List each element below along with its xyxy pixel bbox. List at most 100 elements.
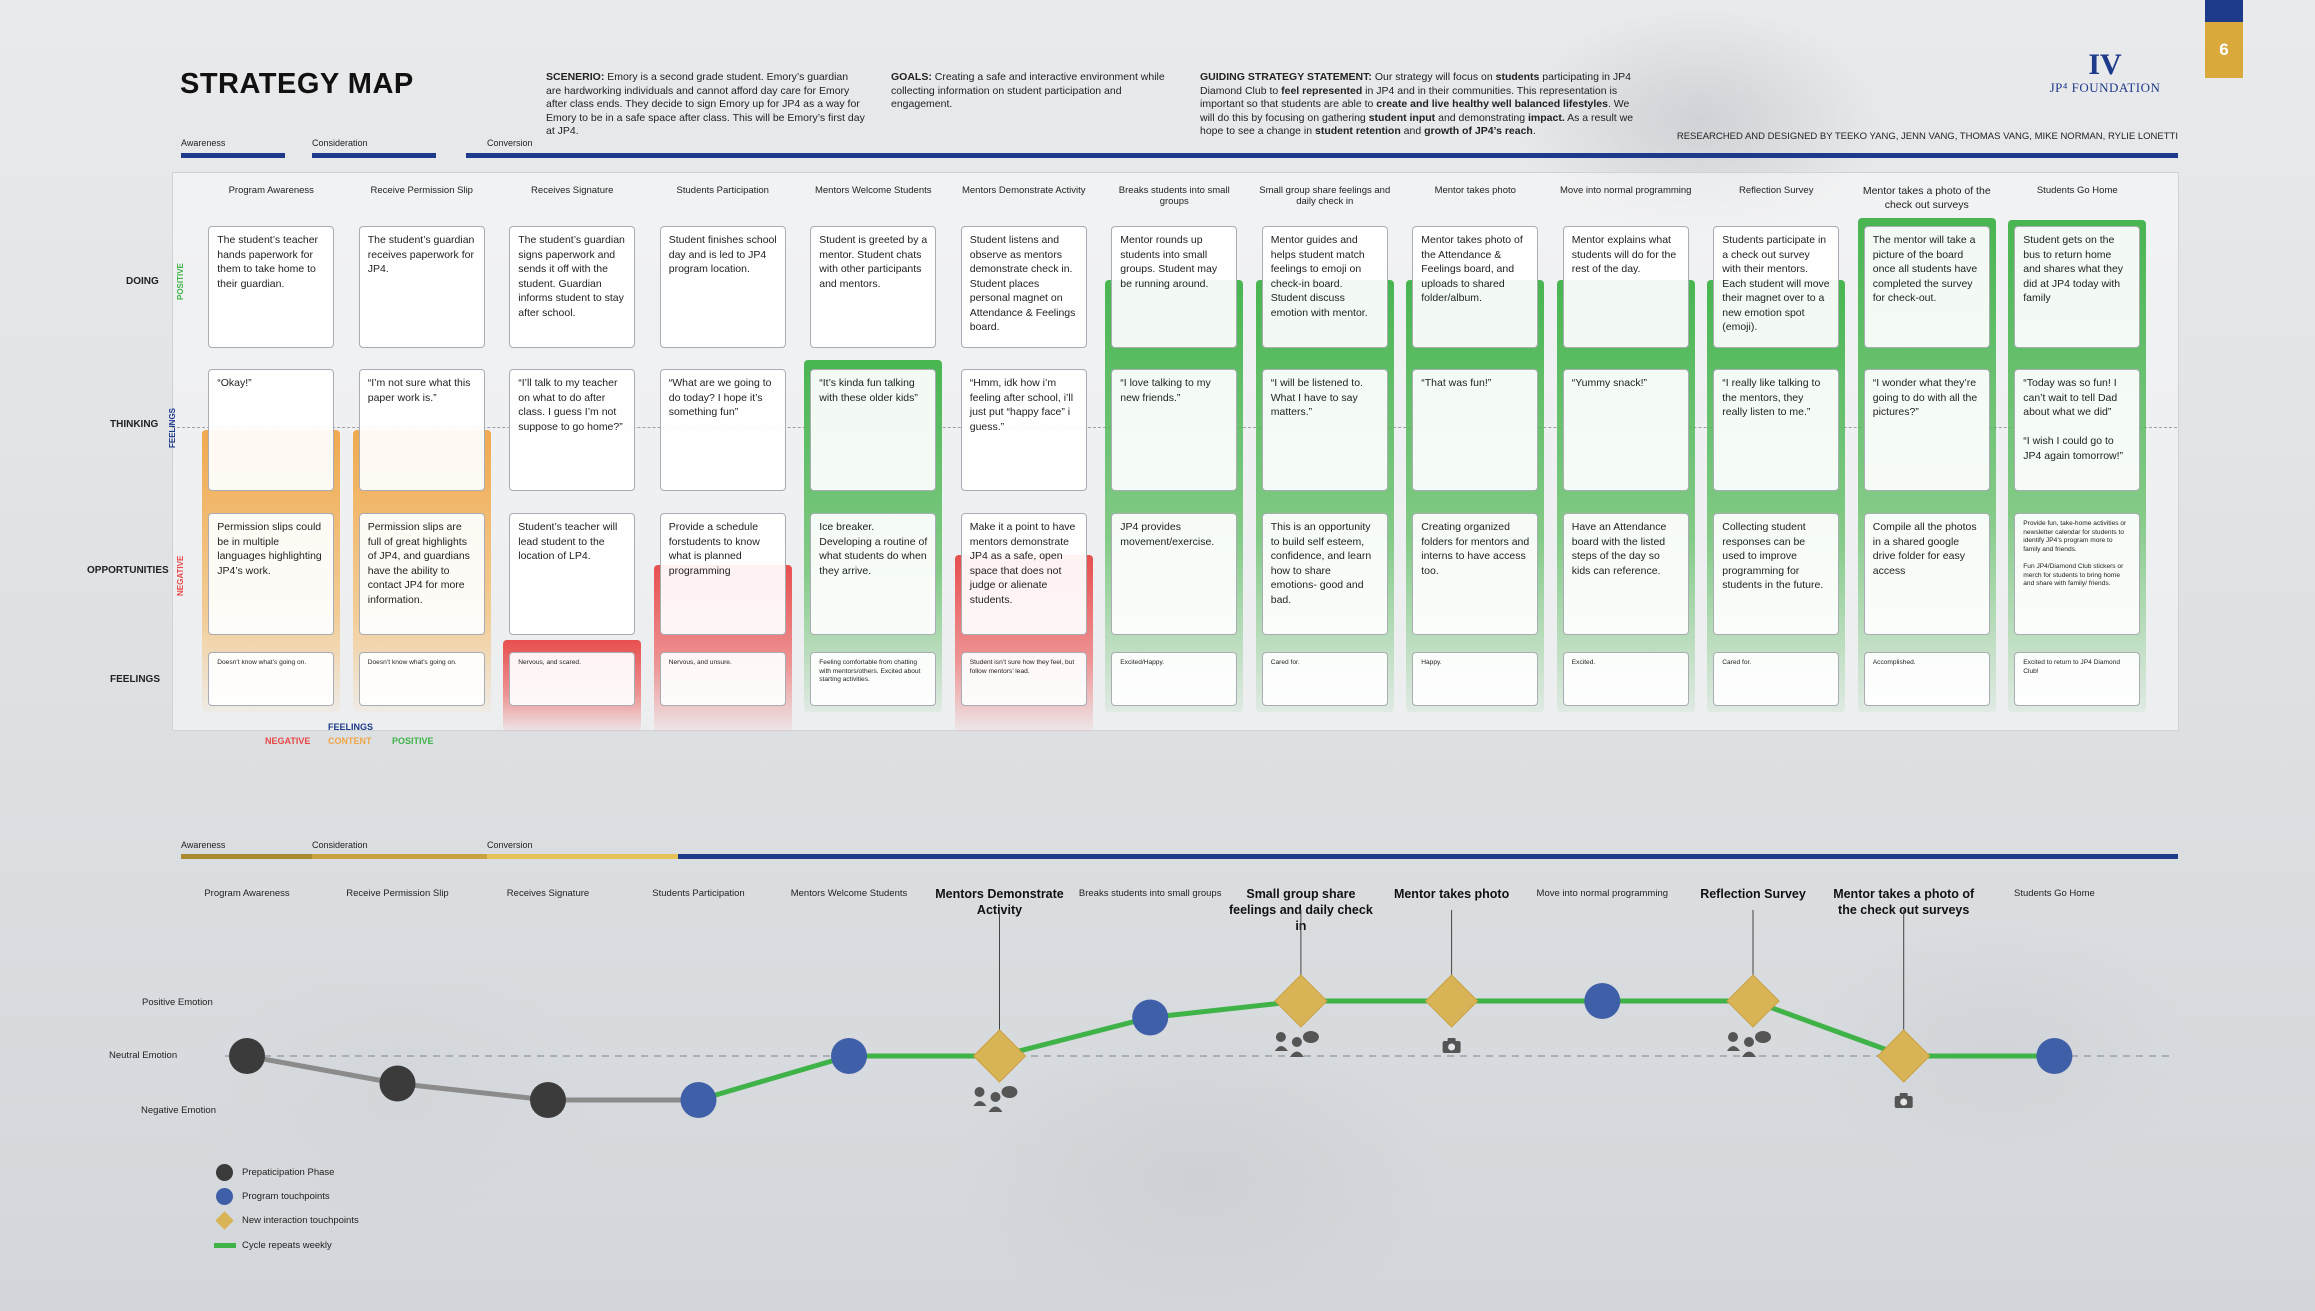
row-label-thinking: THINKING (110, 419, 159, 430)
stage-label: Breaks students into small groups (1078, 888, 1222, 899)
card-doing: The student’s guardian signs paperwork a… (509, 226, 636, 348)
journey-segment (697, 1053, 850, 1103)
feeling-highlight-positive (1556, 280, 1695, 712)
card-thinking: “I’ll talk to my teacher on what to do a… (509, 369, 636, 491)
legend-negative: NEGATIVE (265, 736, 311, 746)
card-opportunities: Make it a point to have mentors demonstr… (960, 513, 1087, 635)
row-label-doing: DOING (126, 276, 159, 287)
strategy-emphasis: feel represented (1281, 84, 1363, 97)
column-header: Mentors Welcome Students (814, 185, 932, 196)
feeling-highlight-positive (1406, 280, 1545, 712)
card-feelings: Doesn’t know what’s going on. (208, 652, 335, 706)
card-opportunities: Collecting student responses can be used… (1713, 513, 1840, 635)
card-doing: Student listens and observe as mentors d… (960, 226, 1087, 348)
legend-program-dot (216, 1188, 233, 1205)
feeling-highlight-positive (1255, 280, 1394, 712)
page-tab-accent (2205, 0, 2243, 22)
card-opportunities: Ice breaker. Developing a routine of wha… (810, 513, 937, 635)
column-header: Students Participation (676, 185, 769, 196)
prep-phase-dot (530, 1082, 566, 1118)
strategy-segment: . (1532, 125, 1536, 137)
credits: RESEARCHED AND DESIGNED BY TEEKO YANG, J… (1676, 131, 2178, 142)
card-thinking: “Today was so fun! I can’t wait to tell … (2014, 369, 2141, 491)
card-opportunities: Creating organized folders for mentors a… (1412, 513, 1539, 635)
legend-positive: POSITIVE (392, 736, 434, 746)
strategy-emphasis: student retention (1315, 125, 1401, 137)
card-doing: Mentor explains what students will do fo… (1562, 226, 1689, 348)
stage-label: Mentor takes photo (1393, 887, 1510, 901)
strategy-segment: participating in JP4 Diamond Club to (1200, 71, 1632, 97)
row-label-opportunities: OPPORTUNITIES (87, 565, 169, 576)
bottom-phase-conversion-gold-bar (487, 854, 678, 859)
jp4-foundation-logo: IV JP⁴ FOUNDATION (2030, 50, 2180, 96)
legend-cycle-line (214, 1243, 236, 1248)
journey-segment (1149, 998, 1302, 1020)
journey-segment (246, 1053, 398, 1086)
strategy-segment: and (1400, 125, 1425, 137)
card-feelings: Doesn’t know what’s going on. (358, 652, 485, 706)
new-touchpoint-diamond (1726, 974, 1780, 1028)
strategy-emphasis: create and live healthy well balanced li… (1376, 98, 1608, 110)
card-opportunities: This is an opportunity to build self est… (1261, 513, 1388, 635)
card-doing: The student’s teacher hands paperwork fo… (208, 226, 335, 348)
column-header: Small group share feelings and daily che… (1259, 185, 1391, 207)
people-chat-icon (1274, 1031, 1319, 1057)
card-feelings: Feeling comfortable from chatting with m… (810, 652, 937, 706)
phase-conversion-label: Conversion (487, 138, 533, 148)
card-opportunities: Student’s teacher will lead student to t… (509, 513, 636, 635)
scenario-label: SCENERIO: (546, 71, 605, 83)
row-label-feelings: FEELINGS (110, 674, 161, 685)
card-doing: Student finishes school day and is led t… (659, 226, 786, 348)
column-header: Move into normal programming (1560, 185, 1692, 196)
people-chat-icon (1727, 1031, 1771, 1057)
logo-text: JP⁴ FOUNDATION (2049, 80, 2161, 95)
card-feelings: Happy. (1412, 652, 1539, 706)
column-header: Reflection Survey (1739, 185, 1814, 196)
new-touchpoint-diamond (1424, 974, 1479, 1028)
card-opportunities: JP4 provides movement/exercise. (1111, 513, 1238, 635)
card-doing: Student gets on the bus to return home a… (2014, 226, 2141, 348)
goals-text: Creating a safe and interactive environm… (891, 71, 1165, 110)
bottom-phase-awareness-label: Awareness (181, 840, 226, 850)
strategy-emphasis: growth of JP4’s reach (1424, 125, 1533, 137)
legend-prep-dot (216, 1164, 233, 1181)
stage-label: Move into normal programming (1536, 888, 1669, 899)
card-feelings: Nervous, and scared. (509, 652, 636, 706)
stage-label: Students Go Home (2013, 888, 2095, 899)
phase-consideration-bar (312, 153, 436, 158)
card-feelings: Cared for. (1261, 652, 1388, 706)
journey-segment (1752, 998, 1905, 1059)
legend-new-label: New interaction touchpoints (242, 1215, 359, 1226)
prep-phase-dot (379, 1065, 416, 1102)
strategy-segment: . We will do this by focusing on gatheri… (1200, 98, 1630, 124)
bottom-phase-consideration-label: Consideration (312, 840, 368, 850)
card-opportunities: Provide a schedule forstudents to know w… (659, 513, 786, 635)
program-touchpoint-dot (1584, 983, 1621, 1019)
journey-segment (397, 1081, 549, 1103)
card-thinking: “I love talking to my new friends.” (1111, 369, 1238, 491)
card-feelings: Cared for. (1713, 652, 1840, 706)
scenario-text: Emory is a second grade student. Emory’s… (546, 71, 865, 137)
phase-awareness-bar (181, 153, 285, 158)
bottom-phase-conversion-label: Conversion (487, 840, 533, 850)
card-feelings: Excited to return to JP4 Diamond Club! (2014, 652, 2141, 706)
card-thinking: “I will be listened to. What I have to s… (1261, 369, 1388, 491)
card-thinking: “Yummy snack!” (1562, 369, 1689, 491)
bottom-phase-consideration-bar (312, 854, 487, 859)
stage-label: Reflection Survey (1700, 887, 1806, 901)
scenario-block: SCENERIO: Emory is a second grade studen… (546, 71, 866, 139)
card-thinking: “I wonder what they’re going to do with … (1863, 369, 1990, 491)
card-thinking: “Okay!” (208, 369, 335, 491)
column-header: Receives Signature (531, 185, 614, 196)
strategy-segment: Our strategy will focus on (1374, 71, 1496, 83)
new-touchpoint-diamond (972, 1029, 1027, 1083)
card-opportunities: Compile all the photos in a shared googl… (1863, 513, 1990, 635)
feeling-highlight-positive (1707, 280, 1846, 712)
column-header: Students Go Home (2036, 185, 2118, 196)
strategy-segment: As a result we hope to see a change in (1200, 111, 1634, 138)
new-touchpoint-diamond (1876, 1029, 1931, 1083)
card-doing: Mentor rounds up students into small gro… (1111, 226, 1238, 348)
people-chat-icon (973, 1086, 1018, 1112)
strategy-label: GUIDING STRATEGY STATEMENT: (1200, 71, 1372, 83)
